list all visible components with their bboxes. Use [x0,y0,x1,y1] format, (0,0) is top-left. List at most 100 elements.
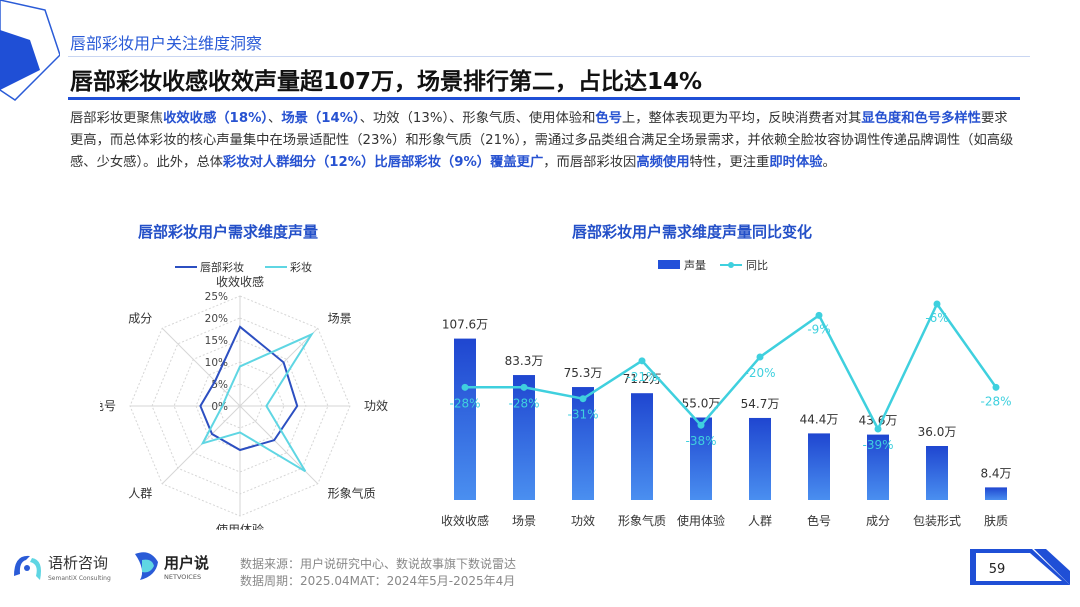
radar-axis-label: 形象气质 [328,486,376,501]
body-text-segment: 唇部彩妆更聚焦 [70,111,164,126]
bar [867,434,889,500]
category-label: 肤质 [984,513,1008,528]
yoy-point [756,353,764,361]
bar [808,433,830,500]
radar-grid-ring [173,339,307,473]
bar-value-label: 83.3万 [505,354,544,368]
category-label: 场景 [512,514,536,528]
yoy-label: -31% [567,408,598,422]
section-label: 唇部彩妆用户关注维度洞察 [70,34,263,53]
radar-chart: 唇部彩妆 彩妆0%5%10%15%20%25%收效收感场景功效形象气质使用体验人群… [100,260,388,530]
highlight-text: 色号 [595,111,622,126]
yoy-point [697,421,705,429]
bar-value-label: 71.2万 [623,372,662,386]
yoy-point [874,425,882,433]
bar [572,387,594,500]
summary-paragraph: 唇部彩妆更聚焦收效收感（18%）、场景（14%）、功效（13%）、形象气质、使用… [70,108,1020,174]
bar-value-label: 107.6万 [442,318,488,332]
bar [985,487,1007,500]
yoy-label: -9% [807,322,830,336]
category-label: 色号 [807,514,831,528]
yoy-label: -38% [685,434,716,448]
logo2-name: 用户说 [164,554,209,572]
body-text-segment: 要求更高，而总体彩妆的核心声量集中在场景适配性（23%）和形象气质（21%），需… [70,111,1014,170]
radar-tick-label: 15% [205,335,228,347]
radar-axis-label: 人群 [128,487,152,501]
yoy-point [579,395,587,403]
body-text-segment: 特性，更注重 [689,155,770,170]
radar-axis-label: 成分 [128,311,152,325]
radar-legend-label: 彩妆 [290,261,312,274]
radar-spoke [161,405,241,485]
page-number-badge: 59 [970,549,1070,585]
bar-value-label: 43.6万 [859,414,898,428]
radar-tick-label: 20% [205,313,228,325]
page-number: 59 [989,562,1006,577]
bar [749,417,771,500]
logo1-sub: SemantiX Consulting [48,575,111,582]
radar-series-polygon [200,332,315,473]
bar-legend-swatch [658,260,680,269]
data-period: 数据周期：2025.04MAT：2024年5月-2025年4月 [240,574,516,588]
body-text-segment: ，而唇部彩妆因 [543,155,637,170]
yoy-point [815,311,823,319]
bar-value-label: 44.4万 [800,412,839,426]
radar-chart-title: 唇部彩妆用户需求维度声量 [138,223,319,241]
yoy-label: -21% [626,370,657,384]
data-source: 数据来源：用户说研究中心、数说故事旗下数说雷达 [240,557,517,571]
bar-legend-label: 声量 [684,258,706,272]
category-label: 成分 [866,514,890,528]
bar [454,338,476,500]
highlight-text: 收效收感（18%） [163,111,269,126]
radar-tick-label: 25% [205,291,228,303]
yoy-line [465,301,998,432]
body-text-segment: 、功效（13%）、形象气质、使用体验和 [359,111,596,126]
yoy-label: -6% [925,311,948,325]
logo2-sub: NETVOICES [164,573,201,581]
semantix-logo: 语析咨询 SemantiX Consulting [14,554,111,582]
bar-value-label: 55.0万 [682,397,721,411]
body-text-segment: 上，整体表现更为平均，反映消费者对其 [621,111,862,126]
yoy-point [520,383,528,391]
bar-value-label: 54.7万 [741,397,780,411]
radar-axis-label: 使用体验 [216,522,264,530]
bar [926,446,948,500]
category-label: 功效 [571,513,595,528]
radar-legend-label: 唇部彩妆 [200,260,244,274]
category-label: 包装形式 [913,514,961,528]
semantix-logo-mark [14,555,41,580]
line-legend-label: 同比 [746,259,768,272]
netvoices-logo: 用户说 NETVOICES [135,552,209,581]
body-text-segment: 、 [268,111,282,126]
yoy-label: -28% [980,394,1011,408]
radar-axis-label: 收效收感 [216,274,264,289]
data-source-note: 数据来源：用户说研究中心、数说故事旗下数说雷达 数据周期：2025.04MAT：… [240,556,516,590]
bar-value-label: 36.0万 [918,425,957,439]
logo1-name: 语析咨询 [48,554,108,572]
headline-underline [68,97,1020,100]
highlight-text: 显色度和色号多样性 [861,111,981,126]
bar [631,393,653,500]
yoy-label: -39% [862,438,893,452]
bar-value-label: 75.3万 [564,366,603,380]
radar-grid-ring [195,361,285,451]
section-divider [68,56,1030,57]
yoy-point [461,383,469,391]
category-label: 使用体验 [677,513,725,528]
bar [513,375,535,500]
radar-axis-label: 功效 [364,398,388,413]
yoy-point [992,383,1000,391]
radar-series-polygon [199,325,299,452]
radar-spoke [239,327,319,407]
corner-decoration [0,0,60,101]
bar-value-label: 8.4万 [980,466,1011,480]
line-legend-marker [728,262,734,268]
yoy-point [638,357,646,365]
yoy-label: -28% [449,396,480,410]
page-headline: 唇部彩妆收感收效声量超107万，场景排行第二，占比达14% [70,69,703,95]
bar [690,417,712,500]
radar-axis-label: 场景 [328,311,352,325]
highlight-text: 即时体验 [769,155,823,170]
body-text-segment: 。 [822,155,836,170]
